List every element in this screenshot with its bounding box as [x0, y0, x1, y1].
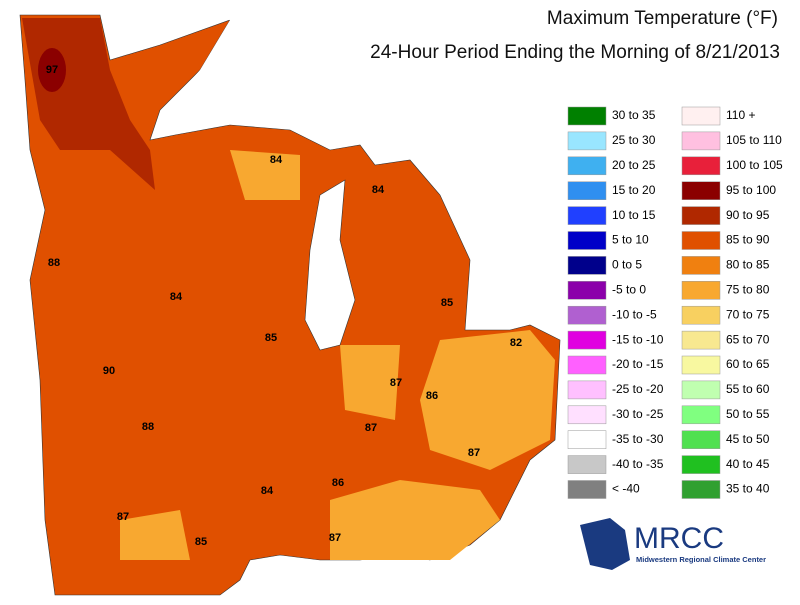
map-label: 84	[261, 485, 274, 497]
legend-swatch	[567, 106, 607, 126]
logo-icon	[580, 518, 630, 570]
map-label: 97	[46, 64, 58, 76]
legend-label: 100 to 105	[726, 158, 783, 172]
map-label: 85	[195, 536, 207, 548]
legend-swatch	[681, 330, 721, 350]
legend-label: 0 to 5	[612, 258, 642, 272]
legend-swatch	[681, 156, 721, 176]
map-label: 87	[468, 447, 480, 459]
legend-swatch	[567, 231, 607, 250]
legend-label: 30 to 35	[612, 108, 656, 122]
legend-label: 55 to 60	[726, 382, 770, 396]
map-label: 85	[265, 332, 277, 344]
legend-label: -5 to 0	[612, 282, 646, 296]
legend-swatch	[681, 405, 721, 425]
legend-label: -30 to -25	[612, 407, 664, 421]
legend-label: 40 to 45	[726, 457, 770, 471]
legend-label: 65 to 70	[726, 332, 770, 346]
legend-label: 10 to 15	[612, 208, 656, 222]
legend-label: 110 +	[726, 108, 755, 122]
legend-swatch	[681, 181, 721, 200]
map-label: 90	[103, 365, 115, 377]
legend-label: 60 to 65	[726, 357, 770, 371]
legend-swatch	[681, 430, 721, 449]
legend-swatch	[567, 380, 607, 400]
legend-swatch	[567, 206, 607, 225]
map-label: 88	[48, 257, 60, 269]
legend-swatch	[681, 355, 721, 375]
legend-swatch	[567, 430, 607, 449]
legend-label: -15 to -10	[612, 332, 664, 346]
map-label: 87	[390, 377, 402, 389]
subtitle: 24-Hour Period Ending the Morning of 8/2…	[370, 42, 780, 63]
legend-swatch	[567, 480, 607, 499]
map-label: 87	[365, 422, 377, 434]
title: Maximum Temperature (°F)	[547, 8, 778, 29]
legend-swatch	[681, 231, 721, 250]
map-label: 87	[117, 511, 129, 523]
legend-label: -10 to -5	[612, 307, 657, 321]
legend-label: 50 to 55	[726, 407, 770, 421]
legend-label: -25 to -20	[612, 382, 664, 396]
legend-label: 35 to 40	[726, 482, 770, 496]
legend-label: < -40	[612, 482, 640, 496]
legend-swatch	[567, 181, 607, 200]
legend-label: 20 to 25	[612, 158, 656, 172]
legend-label: 5 to 10	[612, 233, 649, 247]
hot-spot	[38, 48, 66, 92]
legend-swatch	[681, 380, 721, 400]
map-label: 82	[510, 337, 522, 349]
map-label: 88	[142, 421, 154, 433]
map	[19, 8, 561, 596]
logo: MRCC Midwestern Regional Climate Center	[580, 518, 766, 570]
legend-swatch	[567, 281, 607, 300]
legend-swatch	[567, 305, 607, 325]
legend-label: -40 to -35	[612, 457, 664, 471]
legend-swatch	[567, 355, 607, 375]
legend-swatch	[567, 131, 607, 151]
map-label: 84	[170, 291, 183, 303]
legend-label: 95 to 100	[726, 183, 776, 197]
legend-swatch	[567, 330, 607, 350]
region	[19, 14, 561, 596]
legend-label: 105 to 110	[726, 133, 782, 147]
legend-swatch	[681, 305, 721, 325]
legend-label: 75 to 80	[726, 282, 770, 296]
cool-zone	[120, 150, 555, 560]
legend-swatch	[567, 256, 607, 275]
legend-label: -20 to -15	[612, 357, 664, 371]
legend-swatch	[567, 455, 607, 474]
legend-swatch	[681, 206, 721, 225]
logo-subtitle: Midwestern Regional Climate Center	[636, 555, 766, 564]
legend-label: 80 to 85	[726, 258, 770, 272]
legend-label: 45 to 50	[726, 432, 770, 446]
legend-label: 25 to 30	[612, 133, 656, 147]
legend-swatch	[567, 405, 607, 425]
map-label: 84	[270, 154, 283, 166]
legend-swatch	[681, 281, 721, 300]
lake-superior	[165, 8, 560, 150]
legend-label: 90 to 95	[726, 208, 770, 222]
legend-label: 70 to 75	[726, 307, 770, 321]
legend-swatch	[681, 455, 721, 474]
legend-swatch	[681, 131, 721, 151]
legend-label: 85 to 90	[726, 233, 770, 247]
map-label: 87	[329, 532, 341, 544]
map-label: 85	[441, 297, 453, 309]
lake-michigan	[304, 179, 356, 351]
legend-swatch	[681, 480, 721, 499]
logo-name: MRCC	[634, 522, 724, 555]
legend-swatch	[567, 156, 607, 176]
map-label: 86	[332, 477, 344, 489]
map-label: 84	[372, 184, 385, 196]
legend-label: 15 to 20	[612, 183, 656, 197]
legend-label: -35 to -30	[612, 432, 664, 446]
legend-swatch	[681, 106, 721, 126]
legend-swatch	[681, 256, 721, 275]
map-label: 86	[426, 390, 438, 402]
